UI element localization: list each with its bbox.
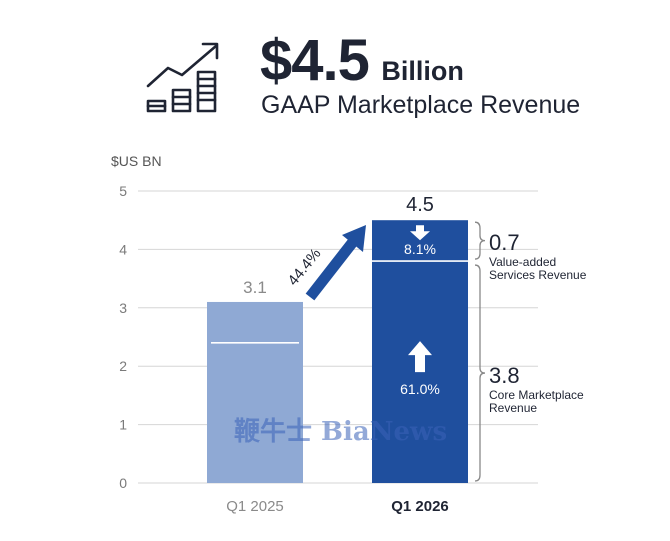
headline-subtitle: GAAP Marketplace Revenue: [261, 91, 580, 119]
y-tick-label: 4: [119, 241, 127, 257]
growth-arrow-shaft: [305, 234, 361, 301]
value-added-callout-line2: Services Revenue: [489, 268, 587, 282]
y-axis-label: $US BN: [111, 153, 162, 169]
core-callout-value: 3.8: [489, 363, 520, 388]
y-tick-label: 5: [119, 183, 127, 199]
headline-line: $4.5 Billion: [260, 28, 464, 93]
growth-arrow-head: [342, 225, 366, 252]
bar-q1-2025: [207, 301, 303, 483]
core-callout-line2: Revenue: [489, 401, 537, 415]
value-added-brace: [474, 221, 486, 260]
up-arrow-icon: [408, 341, 432, 373]
value-added-growth-label: 8.1%: [404, 241, 436, 257]
watermark: 鞭牛士 BiaNews: [234, 417, 447, 447]
x-tick-label: Q1 2026: [391, 498, 449, 515]
x-tick-label: Q1 2025: [226, 498, 284, 515]
y-tick-label: 0: [119, 475, 127, 491]
core-callout-line1: Core Marketplace: [489, 388, 584, 402]
y-tick-label: 3: [119, 300, 127, 316]
headline-value: $4.5: [260, 28, 369, 93]
core-growth-label: 61.0%: [400, 381, 440, 397]
total-label: 3.1: [243, 278, 267, 297]
total-label: 4.5: [406, 194, 434, 216]
value-added-callout-value: 0.7: [489, 230, 520, 255]
core-brace: [474, 264, 486, 482]
down-arrow-icon: [410, 225, 430, 241]
y-tick-label: 1: [119, 417, 127, 433]
growth-chart-icon: [146, 42, 219, 113]
gridlines: [138, 190, 538, 484]
y-tick-labels: 0 1 2 3 4 5: [119, 183, 127, 491]
value-added-callout-line1: Value-added: [489, 255, 556, 269]
y-tick-label: 2: [119, 358, 127, 374]
headline-unit: Billion: [381, 56, 464, 86]
